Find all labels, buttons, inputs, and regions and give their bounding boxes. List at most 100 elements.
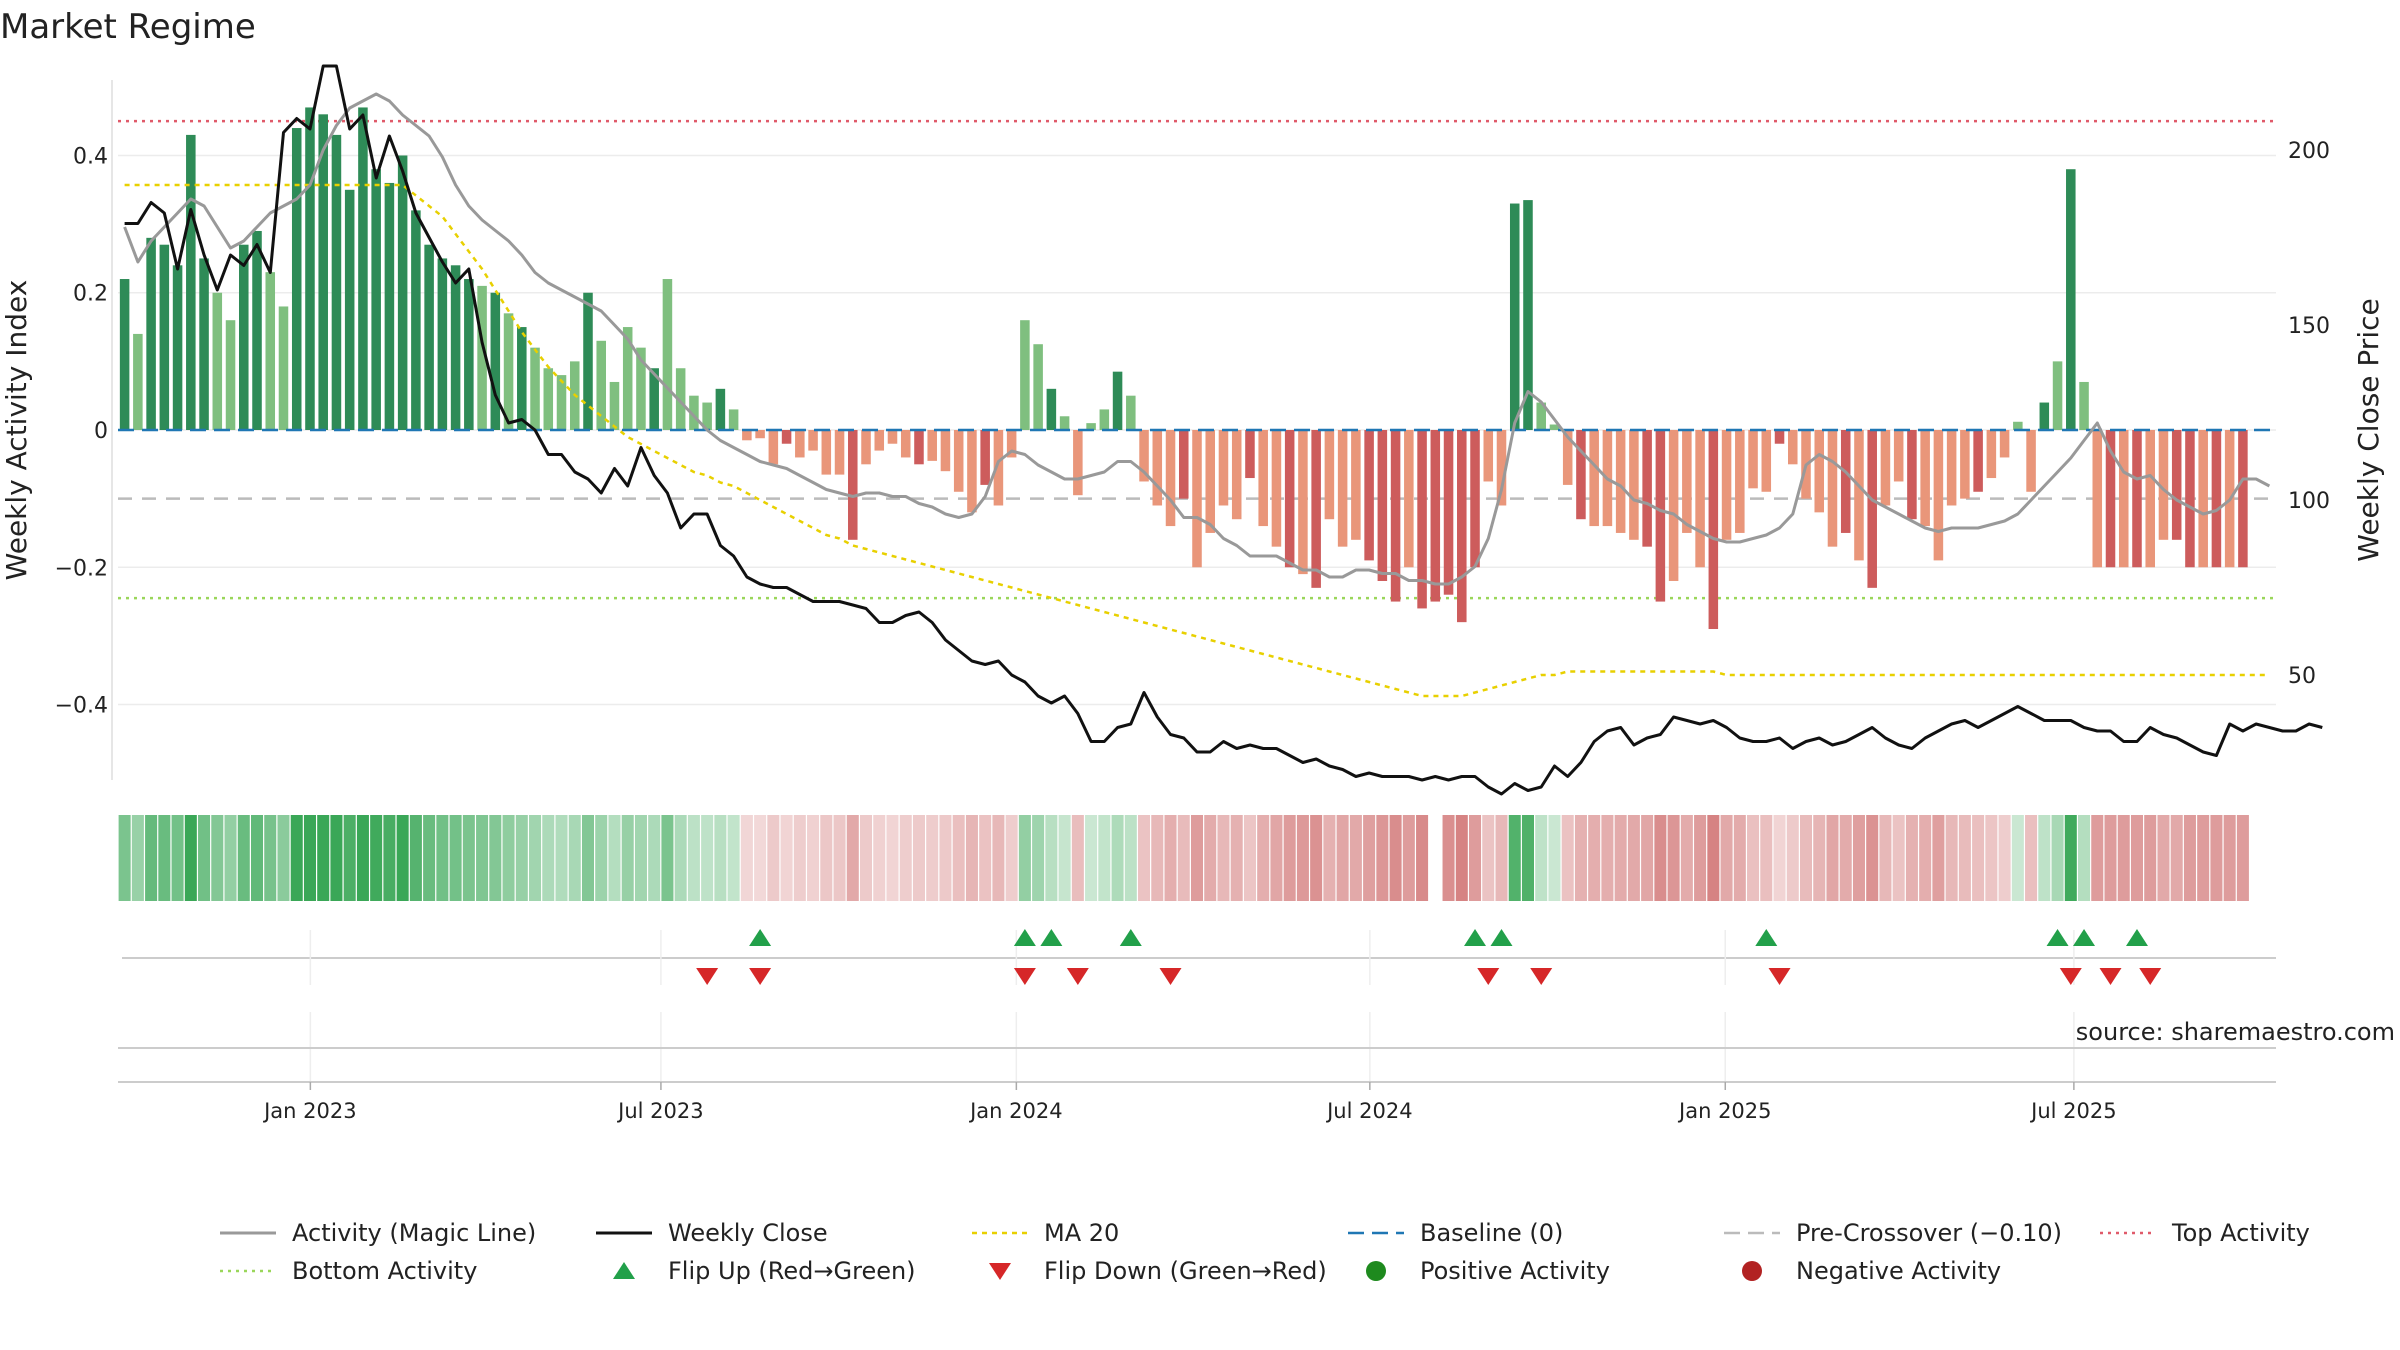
activity-bar — [397, 155, 408, 431]
activity-bar — [1311, 430, 1321, 588]
regime-strip-cell — [1018, 815, 1031, 901]
activity-bar — [887, 430, 898, 444]
regime-strip-cell — [436, 815, 449, 901]
regime-strip-cell — [184, 815, 197, 901]
activity-bar — [1377, 430, 1388, 581]
regime-strip-cell — [1760, 815, 1773, 901]
regime-strip-cell — [1654, 815, 1667, 901]
regime-strip-cell — [290, 815, 303, 901]
regime-strip-cell — [1482, 815, 1495, 901]
activity-bar — [1430, 430, 1441, 602]
flip-up-marker — [2125, 929, 2148, 946]
regime-strip-cell — [2144, 815, 2157, 901]
activity-bar — [1390, 430, 1401, 602]
flip-down-marker — [2139, 968, 2162, 985]
activity-bar — [1139, 430, 1149, 482]
activity-bar — [1284, 430, 1295, 568]
activity-bar — [371, 169, 381, 430]
regime-strip-cell — [2197, 815, 2210, 901]
regime-strip-cell — [1905, 815, 1918, 901]
activity-bar — [1549, 424, 1560, 430]
activity-bar — [861, 430, 871, 465]
flip-down-marker — [1477, 968, 1500, 985]
regime-strip-cell — [1588, 815, 1601, 901]
activity-bar — [755, 430, 765, 439]
regime-strip-cell — [1416, 815, 1429, 901]
activity-bar — [1668, 430, 1679, 581]
activity-bar — [1046, 388, 1057, 430]
regime-strip-cell — [581, 815, 595, 901]
flip-up-marker — [2073, 929, 2096, 946]
activity-bar — [702, 402, 712, 430]
regime-strip-cell — [118, 815, 131, 901]
activity-bar — [1867, 430, 1877, 588]
activity-bar — [834, 430, 845, 475]
legend-label: Positive Activity — [1420, 1257, 1610, 1285]
regime-strip-cell — [2170, 815, 2183, 901]
legend-label: Baseline (0) — [1420, 1219, 1563, 1247]
activity-bar — [874, 430, 885, 451]
activity-bar — [265, 272, 276, 430]
activity-bar — [662, 279, 673, 430]
activity-magic-line — [123, 92, 2271, 586]
activity-bar — [609, 381, 620, 430]
activity-bar — [1589, 430, 1599, 527]
activity-bar — [1840, 430, 1851, 533]
activity-bar — [556, 375, 567, 430]
activity-bar — [1827, 430, 1838, 547]
activity-bar — [808, 430, 818, 451]
activity-bar — [424, 244, 434, 430]
regime-strip-cell — [701, 815, 714, 901]
activity-bar — [1192, 430, 1202, 568]
regime-strip-cell — [952, 815, 965, 901]
regime-strip-cell — [780, 815, 793, 901]
regime-strip-cell — [740, 815, 753, 901]
legend-swatch-flip-up — [613, 1262, 635, 1279]
activity-bar — [914, 430, 924, 465]
x-tick-label: Jul 2023 — [616, 1099, 703, 1123]
regime-strip-cell — [1376, 815, 1389, 901]
activity-bar — [133, 333, 143, 430]
regime-strip-cell — [462, 815, 475, 901]
activity-bar — [2052, 361, 2063, 430]
regime-strip-cell — [317, 815, 330, 901]
legend-label: Activity (Magic Line) — [292, 1219, 536, 1247]
regime-strip-cell — [1826, 815, 1839, 901]
activity-bar — [1112, 371, 1123, 430]
regime-strip-cell — [926, 815, 939, 901]
regime-strip-cell — [1508, 815, 1521, 901]
regime-strip-cell — [2223, 815, 2236, 901]
regime-strip-cell — [1919, 815, 1932, 901]
regime-strip-cell — [2157, 815, 2170, 901]
x-tick-label: Jan 2023 — [262, 1099, 357, 1123]
regime-strip-cell — [1389, 815, 1402, 901]
regime-strip-cell — [1429, 815, 1441, 901]
regime-strip-cell — [1561, 815, 1574, 901]
activity-bar — [940, 430, 951, 472]
activity-bar — [358, 107, 368, 430]
activity-bar — [2171, 430, 2182, 540]
activity-bar — [1020, 320, 1030, 430]
activity-bar — [1933, 430, 1944, 561]
activity-bar — [2026, 430, 2036, 492]
regime-strip-cell — [1879, 815, 1892, 901]
activity-bar — [212, 292, 223, 430]
regime-strip-cell — [1323, 815, 1336, 901]
activity-bar — [649, 368, 659, 430]
regime-strip-cell — [1733, 815, 1746, 901]
flip-up-marker — [1464, 929, 1487, 946]
activity-bar — [1152, 430, 1163, 506]
legend-label: MA 20 — [1044, 1219, 1119, 1247]
regime-strip-cell — [1296, 815, 1309, 901]
activity-bar — [622, 327, 633, 430]
regime-strip-cell — [396, 815, 409, 901]
activity-bar — [1165, 430, 1176, 527]
activity-bar — [1231, 430, 1242, 520]
activity-bar — [291, 128, 302, 430]
regime-strip-cell — [1204, 815, 1217, 901]
activity-bar — [1298, 430, 1308, 575]
regime-strip-cell — [1045, 815, 1058, 901]
regime-strip-cell — [595, 815, 608, 901]
regime-strip-cell — [859, 815, 873, 901]
